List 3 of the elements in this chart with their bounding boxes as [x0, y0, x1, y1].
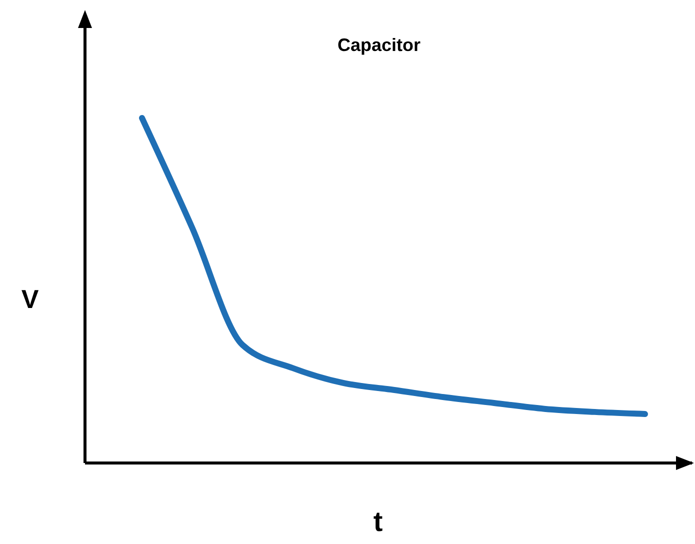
- y-axis-title: V: [21, 284, 40, 314]
- x-axis-title: t: [373, 506, 383, 537]
- chart-title: Capacitor: [337, 35, 421, 55]
